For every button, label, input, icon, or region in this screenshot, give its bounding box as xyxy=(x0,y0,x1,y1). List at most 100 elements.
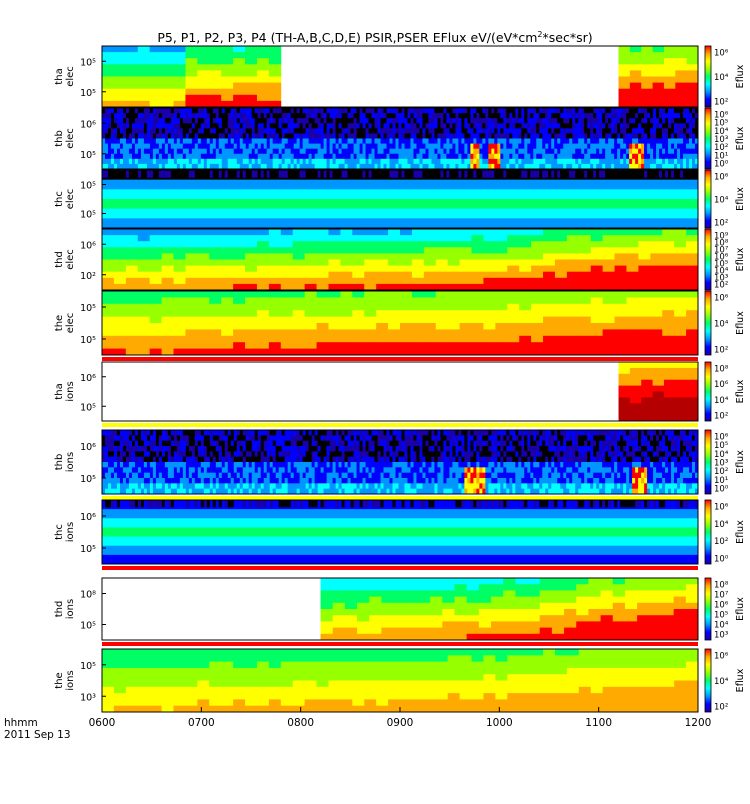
panel-strip xyxy=(102,357,698,361)
colorbar-label: Eflux xyxy=(735,311,746,335)
spectrogram-cells xyxy=(102,108,698,169)
colorbar-tick-label: 10⁰ xyxy=(714,160,729,170)
colorbar-tick-label: 10⁰ xyxy=(714,555,729,565)
spectrogram-cells xyxy=(102,291,698,355)
colorbar-tick-label: 10⁶ xyxy=(714,380,729,390)
colorbar xyxy=(705,500,711,564)
spectrogram-cells xyxy=(102,430,698,494)
colorbar-label: Eflux xyxy=(735,450,746,474)
colorbar-tick-label: 10⁴ xyxy=(714,520,729,530)
colorbar-tick-label: 10⁸ xyxy=(714,581,729,591)
spectrogram-cells xyxy=(102,170,698,229)
y-tick-label: 10⁶ xyxy=(80,119,96,130)
colorbar-tick-label: 10² xyxy=(714,703,728,713)
x-tick-label: 0800 xyxy=(287,717,314,729)
y-tick-label: 10⁵ xyxy=(80,303,96,314)
chart-title: P5, P1, P2, P3, P4 (TH-A,B,C,D,E) PSIR,P… xyxy=(157,30,592,45)
y-tick-label: 10⁶ xyxy=(80,512,96,523)
y-tick-label: 10⁵ xyxy=(80,150,96,161)
colorbar-label: Eflux xyxy=(735,597,746,621)
panel-frame xyxy=(102,362,698,421)
colorbar-label: Eflux xyxy=(735,379,746,403)
colorbar-label: Eflux xyxy=(735,520,746,544)
x-tick-label: 1100 xyxy=(585,717,612,729)
colorbar-tick-label: 10⁵ xyxy=(714,611,728,621)
colorbar xyxy=(705,46,711,107)
colorbar-tick-label: 10⁶ xyxy=(714,294,729,304)
colorbar-tick-label: 10⁴ xyxy=(714,621,729,631)
y-tick-label: 10⁶ xyxy=(80,240,96,251)
colorbar-tick-label: 10⁴ xyxy=(714,396,729,406)
colorbar xyxy=(705,291,711,355)
y-axis-label: thdions xyxy=(54,599,76,619)
colorbar-tick-label: 10⁶ xyxy=(714,601,729,611)
colorbar-label: Eflux xyxy=(735,187,746,211)
colorbar-tick-label: 10⁴ xyxy=(714,320,729,330)
spectrogram-cells xyxy=(102,649,698,712)
y-tick-label: 10⁵ xyxy=(80,57,96,68)
spectrogram-cells xyxy=(102,229,698,290)
colorbar-label: Eflux xyxy=(735,126,746,150)
colorbar-tick-label: 10² xyxy=(714,537,728,547)
spectrogram-cells xyxy=(321,578,699,640)
x-tick-label: 1200 xyxy=(685,717,712,729)
panel-the-ions: theions 10⁵ 10³ 10⁶ 10⁴ 10² Eflux xyxy=(54,649,746,713)
y-tick-label: 10⁵ xyxy=(80,661,96,672)
colorbar-tick-label: 10² xyxy=(714,219,728,229)
colorbar-tick-label: 10⁴ xyxy=(714,677,729,687)
colorbar-tick-label: 10⁴ xyxy=(714,73,729,83)
colorbar-tick-label: 10² xyxy=(714,281,728,291)
colorbar-tick-label: 10⁶ xyxy=(714,173,729,183)
y-tick-label: 10⁵ xyxy=(80,621,96,632)
colorbar xyxy=(705,108,711,169)
y-tick-label: 10⁸ xyxy=(80,590,96,601)
panel-strip xyxy=(102,423,698,427)
colorbar xyxy=(705,430,711,494)
y-tick-label: 10⁵ xyxy=(80,335,96,346)
y-tick-label: 10⁶ xyxy=(80,373,96,384)
colorbar-tick-label: 10⁶ xyxy=(714,652,729,662)
colorbar-tick-label: 10⁶ xyxy=(714,49,729,59)
spectrogram-cells xyxy=(102,46,698,107)
x-axis-label-hhmm: hhmm xyxy=(4,717,38,729)
y-tick-label: 10³ xyxy=(80,692,96,703)
y-tick-label: 10⁶ xyxy=(80,442,96,453)
colorbar-tick-label: 10⁷ xyxy=(714,591,729,601)
colorbar-tick-label: 10³ xyxy=(714,631,728,641)
y-axis-label: thbions xyxy=(54,452,76,472)
colorbar-label: Eflux xyxy=(735,668,746,692)
y-axis-label: thbelec xyxy=(54,128,76,149)
colorbar xyxy=(705,362,711,421)
colorbar-label: Eflux xyxy=(735,64,746,88)
x-tick-label: 1000 xyxy=(486,717,513,729)
y-axis-label: theions xyxy=(54,670,76,690)
colorbar-tick-label: 10⁴ xyxy=(714,196,729,206)
colorbar xyxy=(705,229,711,290)
panel-strip xyxy=(102,566,698,570)
panel-strip xyxy=(102,496,698,500)
y-axis-label: thaelec xyxy=(54,66,76,87)
y-axis-label: thaions xyxy=(54,381,76,401)
colorbar-label: Eflux xyxy=(735,247,746,271)
y-axis-label: theelec xyxy=(54,313,76,334)
y-axis-label: thcelec xyxy=(54,189,76,210)
colorbar-tick-label: 10² xyxy=(714,98,728,108)
y-tick-label: 10⁵ xyxy=(80,544,96,555)
y-tick-label: 10⁵ xyxy=(80,210,96,221)
colorbar-tick-label: 10⁶ xyxy=(714,503,729,513)
y-tick-label: 10⁵ xyxy=(80,474,96,485)
spectrogram-cells xyxy=(619,362,699,421)
colorbar-tick-label: 10² xyxy=(714,412,728,422)
colorbar-tick-label: 10⁸ xyxy=(714,365,729,375)
x-tick-label: 0700 xyxy=(188,717,215,729)
colorbar xyxy=(705,649,711,712)
x-tick-label: 0600 xyxy=(89,717,116,729)
spectrogram-cells xyxy=(102,500,698,565)
